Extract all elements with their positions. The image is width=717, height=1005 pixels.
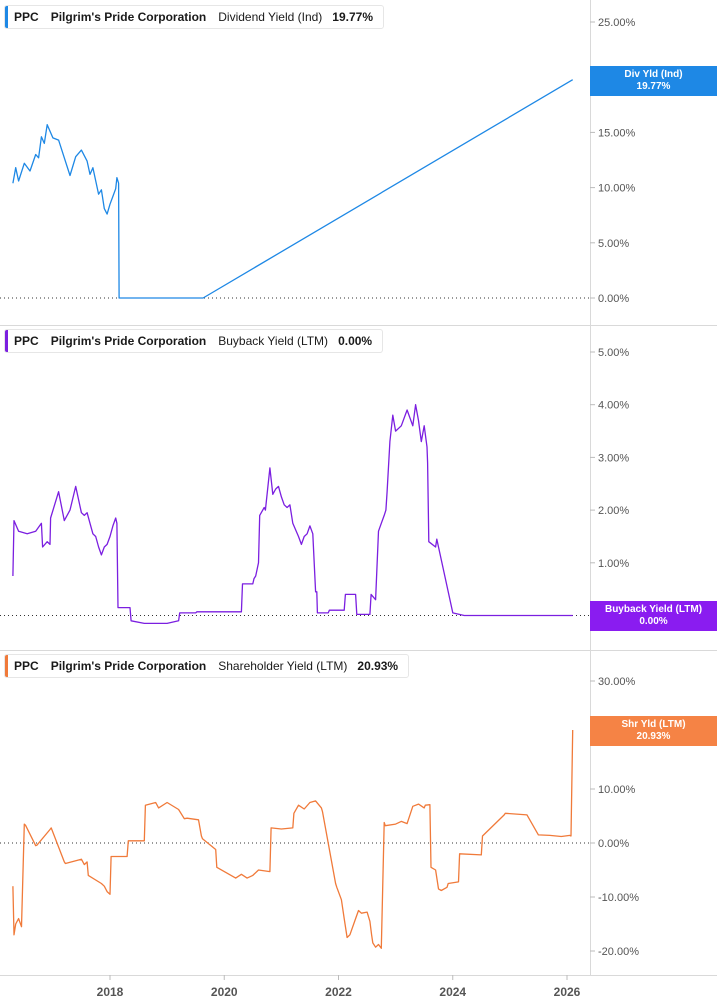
y-tick-label: 0.00% <box>598 293 629 305</box>
series-line-0 <box>12 79 574 299</box>
x-tick-label: 2022 <box>325 985 352 999</box>
y-tick-label: 10.00% <box>598 784 636 796</box>
legend-company: Pilgrim's Pride Corporation <box>50 659 207 673</box>
y-tick-label: 15.00% <box>598 127 636 139</box>
y-tick-label: 4.00% <box>598 400 629 412</box>
legend-company: Pilgrim's Pride Corporation <box>50 10 207 24</box>
y-tick-label: -20.00% <box>598 946 639 958</box>
legend-ticker: PPC <box>14 334 39 348</box>
legend-metric: Dividend Yield (Ind) <box>218 10 323 24</box>
tag-label: Shr Yld (LTM) <box>621 719 686 730</box>
y-tick-label: -10.00% <box>598 892 639 904</box>
shareholder-yield-value-tag: Shr Yld (LTM) 20.93% <box>590 716 717 746</box>
legend-value: 20.93% <box>357 659 399 673</box>
series-line-1 <box>12 404 573 625</box>
shareholder-series-color-swatch <box>5 655 8 677</box>
legend-ticker: PPC <box>14 659 39 673</box>
buyback-series-color-swatch <box>5 330 8 352</box>
buyback-yield-value-tag: Buyback Yield (LTM) 0.00% <box>590 601 717 631</box>
tag-label: Div Yld (Ind) <box>624 69 683 80</box>
y-tick-label: 5.00% <box>598 238 629 250</box>
tag-value: 0.00% <box>639 616 668 627</box>
y-tick-label: 5.00% <box>598 347 629 359</box>
legend-metric: Shareholder Yield (LTM) <box>218 659 348 673</box>
x-tick-label: 2020 <box>211 985 238 999</box>
y-tick-label: 10.00% <box>598 183 636 195</box>
series-line-2 <box>12 729 574 949</box>
legend-metric: Buyback Yield (LTM) <box>218 334 329 348</box>
legend-company: Pilgrim's Pride Corporation <box>50 334 207 348</box>
x-tick-label: 2018 <box>97 985 124 999</box>
legend-ticker: PPC <box>14 10 39 24</box>
y-tick-label: 0.00% <box>598 838 629 850</box>
y-tick-label: 2.00% <box>598 505 629 517</box>
y-tick-label: 30.00% <box>598 676 636 688</box>
y-tick-label: 3.00% <box>598 452 629 464</box>
dividend-yield-value-tag: Div Yld (Ind) 19.77% <box>590 66 717 96</box>
x-tick-label: 2026 <box>554 985 581 999</box>
dividend-yield-legend[interactable]: PPC Pilgrim's Pride Corporation Dividend… <box>4 5 384 29</box>
y-tick-label: 1.00% <box>598 558 629 570</box>
shareholder-yield-legend[interactable]: PPC Pilgrim's Pride Corporation Sharehol… <box>4 654 410 678</box>
legend-value: 19.77% <box>332 10 373 24</box>
buyback-yield-legend[interactable]: PPC Pilgrim's Pride Corporation Buyback … <box>4 329 384 353</box>
x-tick-label: 2024 <box>439 985 466 999</box>
tag-label: Buyback Yield (LTM) <box>604 604 703 615</box>
tag-value: 19.77% <box>636 81 671 92</box>
dividend-series-color-swatch <box>5 6 8 28</box>
legend-value: 0.00% <box>338 334 373 348</box>
tag-value: 20.93% <box>636 731 671 742</box>
y-tick-label: 25.00% <box>598 17 636 29</box>
